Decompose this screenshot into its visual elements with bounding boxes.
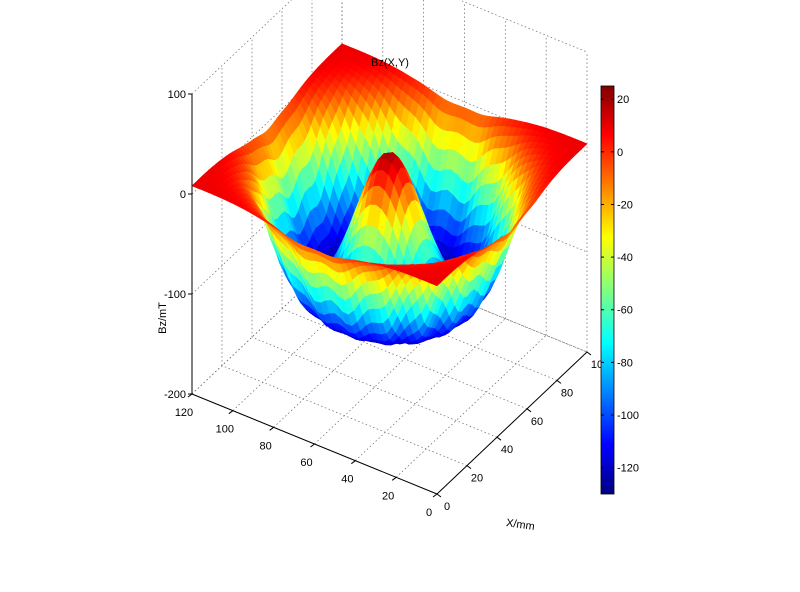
colorbar-tick-label: -60 xyxy=(617,305,633,317)
x-axis-line xyxy=(436,351,588,495)
x-tick-mark xyxy=(436,493,442,498)
surface-patch xyxy=(430,280,441,287)
surface-mesh xyxy=(191,43,588,346)
x-tick-label: 80 xyxy=(561,387,573,399)
grid-line xyxy=(251,336,498,438)
x-tick-mark xyxy=(466,465,472,470)
x-tick-mark xyxy=(496,436,502,441)
grid-line xyxy=(191,251,588,395)
colorbar-ticks: 20 0 -20 -40 -60 -80 -100 -120 xyxy=(601,94,639,475)
colorbar-tick-label: 0 xyxy=(617,147,623,159)
z-axis-label: Bz/mT xyxy=(157,302,169,334)
grid-line xyxy=(355,318,506,461)
colorbar-tick-label: -20 xyxy=(617,199,633,211)
y-tick-label: 120 xyxy=(175,407,193,419)
y-tick-label: 0 xyxy=(426,507,432,519)
colorbar-tick-label: -100 xyxy=(617,410,639,422)
colorbar-tick-label: -120 xyxy=(617,463,639,475)
x-tick-label: 10 xyxy=(591,359,603,371)
grid-line xyxy=(395,335,547,478)
y-tick-label: 100 xyxy=(216,424,234,436)
x-tick-mark xyxy=(586,351,592,356)
y-tick-mark xyxy=(351,460,356,465)
y-tick-mark xyxy=(432,493,438,498)
colorbar-tick-label: 20 xyxy=(617,94,629,106)
grid-line xyxy=(281,308,528,410)
z-tick-label: -200 xyxy=(164,389,186,401)
y-tick-label: 20 xyxy=(382,490,394,502)
x-tick-label: 40 xyxy=(501,444,513,456)
chart-title: Bz(X,Y) xyxy=(371,57,409,69)
colorbar: 20 0 -20 -40 -60 -80 -100 -120 xyxy=(600,85,639,495)
y-tick-mark xyxy=(269,426,274,431)
grid-line xyxy=(191,0,588,95)
x-tick-label: 0 xyxy=(444,501,450,513)
z-tick-label: 100 xyxy=(168,89,186,101)
x-tick-label: 60 xyxy=(531,416,543,428)
y-tick-label: 80 xyxy=(260,440,272,452)
colorbar-tick-label: -80 xyxy=(617,357,633,369)
x-tick-label: 20 xyxy=(471,473,483,485)
y-tick-mark xyxy=(391,476,397,481)
x-axis-label: X/mm xyxy=(505,517,535,533)
x-tick-mark xyxy=(526,408,532,413)
y-tick-label: 60 xyxy=(300,457,312,469)
y-tick-mark xyxy=(310,443,315,448)
y-tick-label: 40 xyxy=(341,474,353,486)
z-tick-label: 0 xyxy=(180,189,186,201)
x-tick-mark xyxy=(556,379,562,384)
z-tick-label: -100 xyxy=(164,289,186,301)
grid-line xyxy=(191,151,588,295)
y-tick-mark xyxy=(228,410,234,415)
colorbar-tick-label: -40 xyxy=(617,252,633,264)
colorbar-gradient xyxy=(600,85,615,495)
